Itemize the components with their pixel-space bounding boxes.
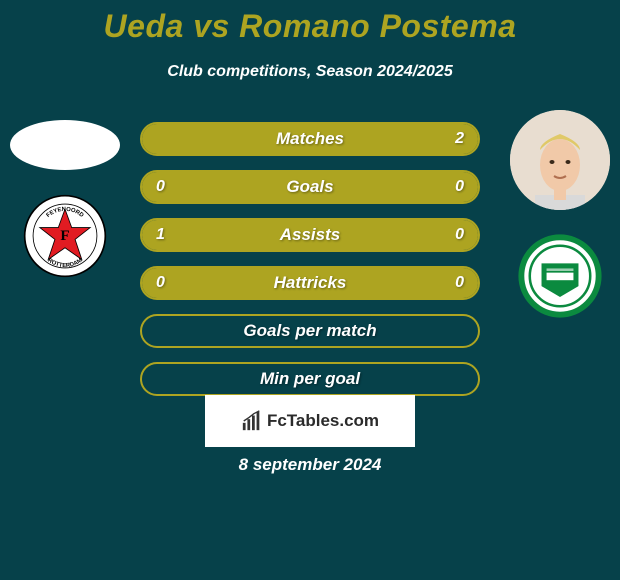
stat-value-right: 0 xyxy=(455,274,464,292)
stat-label: Hattricks xyxy=(274,273,347,293)
stat-row: 1 0 Assists xyxy=(140,218,480,252)
stat-row: 2 Matches xyxy=(140,122,480,156)
stats-bars: 2 Matches 0 0 Goals 1 0 Assists 0 0 Hattricks Goals… xyxy=(140,122,480,396)
right-player-column xyxy=(510,110,610,318)
stat-row: Goals per match xyxy=(140,314,480,348)
bar-fill-right xyxy=(310,172,478,202)
subtitle: Club competitions, Season 2024/2025 xyxy=(0,63,620,81)
brand-text: FcTables.com xyxy=(267,411,379,431)
stat-value-left: 0 xyxy=(156,274,165,292)
avatar-left xyxy=(10,120,120,170)
stat-value-right: 0 xyxy=(455,226,464,244)
chart-icon xyxy=(241,410,263,432)
stat-row: 0 0 Hattricks xyxy=(140,266,480,300)
avatar-right xyxy=(510,110,610,210)
stat-label: Goals xyxy=(286,177,333,197)
club-logo-groningen xyxy=(518,234,602,318)
stat-label: Assists xyxy=(280,225,340,245)
stat-label: Matches xyxy=(276,129,344,149)
stat-value-left: 0 xyxy=(156,178,165,196)
stat-row: 0 0 Goals xyxy=(140,170,480,204)
club-logo-feyenoord: F FEYENOORD ROTTERDAM xyxy=(23,194,107,278)
stat-value-left: 1 xyxy=(156,226,165,244)
stat-value-right: 2 xyxy=(455,130,464,148)
svg-text:F: F xyxy=(60,228,69,244)
bar-fill-left xyxy=(142,172,310,202)
brand-box[interactable]: FcTables.com xyxy=(205,395,415,447)
stat-label: Goals per match xyxy=(243,321,376,341)
stat-row: Min per goal xyxy=(140,362,480,396)
stat-value-right: 0 xyxy=(455,178,464,196)
stat-label: Min per goal xyxy=(260,369,360,389)
date-label: 8 september 2024 xyxy=(239,455,382,475)
left-player-column: F FEYENOORD ROTTERDAM xyxy=(10,110,120,278)
page-title: Ueda vs Romano Postema xyxy=(0,0,620,45)
